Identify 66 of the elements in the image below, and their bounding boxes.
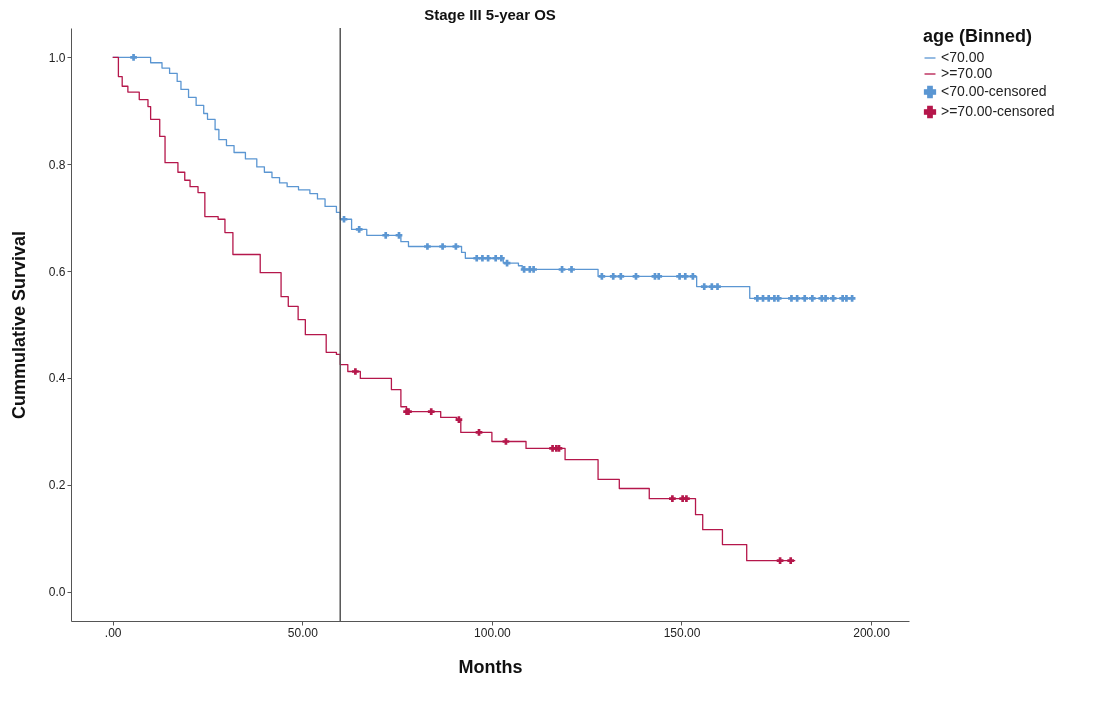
point (439, 243, 446, 250)
y-tick-label: 0.2 (48, 478, 66, 493)
y-tick-label: 0.8 (48, 157, 66, 172)
x-tick-label: 150.00 (663, 625, 701, 640)
point (498, 254, 505, 262)
x-tick-label: 50.00 (287, 625, 319, 640)
point (843, 294, 850, 302)
point (689, 273, 697, 280)
point (848, 294, 856, 302)
point (683, 495, 690, 503)
point (530, 266, 537, 273)
point (382, 231, 390, 239)
point (455, 416, 463, 423)
point (788, 294, 795, 302)
point (427, 408, 435, 415)
point (753, 294, 761, 302)
point (669, 495, 676, 503)
point (473, 254, 481, 262)
legend-label: <70.00 (941, 49, 985, 65)
point (700, 283, 708, 290)
point (829, 294, 837, 302)
legend-label: >=70.00-censored (941, 103, 1055, 119)
point (492, 254, 500, 262)
legend-label: >=70.00 (941, 65, 993, 81)
x-tick-label: .00 (104, 625, 122, 640)
y-tick-label: 0.4 (48, 371, 66, 386)
point (714, 283, 721, 290)
legend-title: age (Binned) (923, 26, 1033, 46)
point (352, 368, 359, 375)
point (395, 231, 403, 239)
point (609, 273, 617, 280)
legend-label: <70.00-censored (941, 83, 1047, 99)
point (558, 266, 566, 273)
point (568, 266, 575, 273)
point (479, 254, 486, 262)
point (424, 243, 431, 250)
point (787, 557, 795, 564)
point (808, 294, 816, 302)
point (801, 294, 809, 302)
point (765, 294, 773, 302)
point (355, 226, 363, 233)
point (632, 273, 640, 280)
chart-title: Stage III 5-year OS (424, 6, 556, 24)
point (475, 429, 483, 436)
x-tick-label: 200.00 (853, 625, 891, 640)
x-axis-title: Months (458, 656, 523, 677)
point (708, 283, 716, 290)
y-tick-label: 0.6 (48, 264, 66, 279)
point (484, 254, 492, 262)
point (617, 273, 625, 280)
point (681, 273, 689, 280)
point (502, 438, 510, 445)
point (822, 294, 829, 302)
point (793, 294, 801, 302)
point (130, 54, 137, 61)
y-tick-label: 0.0 (48, 585, 66, 600)
y-tick-label: 1.0 (48, 50, 66, 65)
point (340, 215, 348, 223)
point (676, 273, 683, 280)
y-axis-title: Cummulative Survival (8, 230, 29, 420)
x-tick-label: 100.00 (474, 625, 512, 640)
point (655, 273, 663, 280)
point (452, 243, 460, 250)
point (774, 294, 782, 302)
point (598, 273, 606, 280)
point (776, 557, 784, 564)
